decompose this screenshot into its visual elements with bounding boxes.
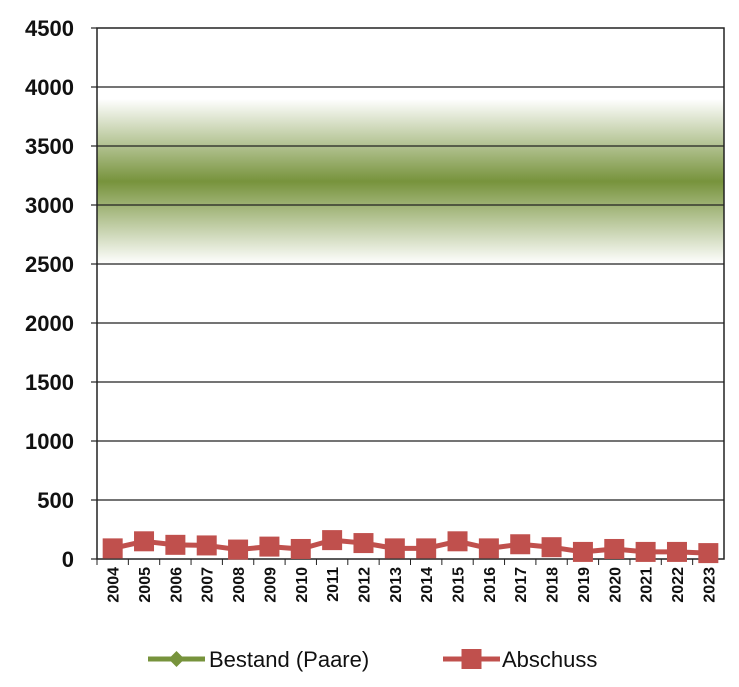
x-tick-label: 2018	[545, 567, 562, 603]
x-tick-label: 2011	[325, 567, 342, 602]
legend-bestand-marker	[168, 651, 185, 667]
data-point-abschuss	[478, 538, 499, 559]
data-point-abschuss	[572, 541, 593, 562]
data-point-abschuss	[416, 538, 437, 559]
data-point-abschuss	[353, 533, 374, 554]
gridlines	[97, 86, 724, 501]
data-point-abschuss	[102, 538, 123, 559]
legend-abschuss-marker	[461, 649, 482, 669]
x-tick-label: 2020	[607, 567, 624, 603]
data-point-abschuss	[322, 530, 343, 551]
x-tick-label: 2004	[106, 567, 123, 603]
y-tick-label: 4500	[25, 16, 74, 41]
x-tick-label: 2023	[701, 567, 718, 603]
x-tick-label: 2008	[231, 567, 248, 603]
data-point-abschuss	[447, 531, 468, 552]
x-tick-label: 2022	[670, 567, 687, 603]
x-tick-label: 2006	[168, 567, 185, 603]
data-point-abschuss	[698, 543, 719, 564]
data-point-abschuss	[510, 534, 531, 555]
bestand-band	[97, 98, 724, 264]
data-point-abschuss	[134, 531, 155, 552]
y-tick-label: 4000	[25, 75, 74, 100]
data-point-abschuss	[384, 538, 405, 559]
y-tick-label: 2500	[25, 252, 74, 277]
data-point-abschuss	[290, 538, 311, 559]
data-point-abschuss	[196, 535, 217, 556]
y-tick-label: 2000	[25, 311, 74, 336]
x-tick-label: 2017	[513, 567, 530, 603]
x-tick-label: 2021	[639, 567, 656, 603]
data-point-abschuss	[604, 538, 625, 559]
data-point-abschuss	[541, 537, 562, 558]
y-axis-ticks: 0 500 1000 1500 2000 2500 3000 3500 4000 4500	[25, 16, 97, 572]
x-tick-label: 2014	[419, 567, 436, 603]
x-tick-label: 2007	[200, 567, 217, 603]
legend: Bestand (Paare) Abschuss	[148, 647, 597, 672]
x-tick-label: 2005	[137, 567, 154, 603]
y-tick-label: 1000	[25, 429, 74, 454]
y-tick-label: 1500	[25, 370, 74, 395]
data-point-abschuss	[165, 534, 186, 555]
series	[102, 530, 719, 564]
data-point-abschuss	[228, 539, 249, 560]
x-axis-ticks: 2004 2005 2006 2007 2008 2009 2010 2011 2012 2013…	[96, 559, 718, 603]
y-tick-label: 0	[62, 547, 74, 572]
bestand-band-area	[97, 98, 724, 264]
x-tick-label: 2009	[262, 567, 279, 603]
data-point-abschuss	[635, 541, 656, 562]
x-tick-label: 2012	[356, 567, 373, 603]
data-point-abschuss	[666, 541, 687, 562]
x-tick-label: 2016	[482, 567, 499, 603]
y-tick-label: 500	[37, 488, 74, 513]
legend-bestand-label: Bestand (Paare)	[209, 647, 369, 672]
data-point-abschuss	[259, 536, 280, 557]
legend-abschuss-label: Abschuss	[502, 647, 597, 672]
x-tick-label: 2010	[294, 567, 311, 603]
x-tick-label: 2013	[388, 567, 405, 603]
x-tick-label: 2019	[576, 567, 593, 603]
y-tick-label: 3000	[25, 193, 74, 218]
y-tick-label: 3500	[25, 134, 74, 159]
x-tick-label: 2015	[451, 567, 468, 603]
